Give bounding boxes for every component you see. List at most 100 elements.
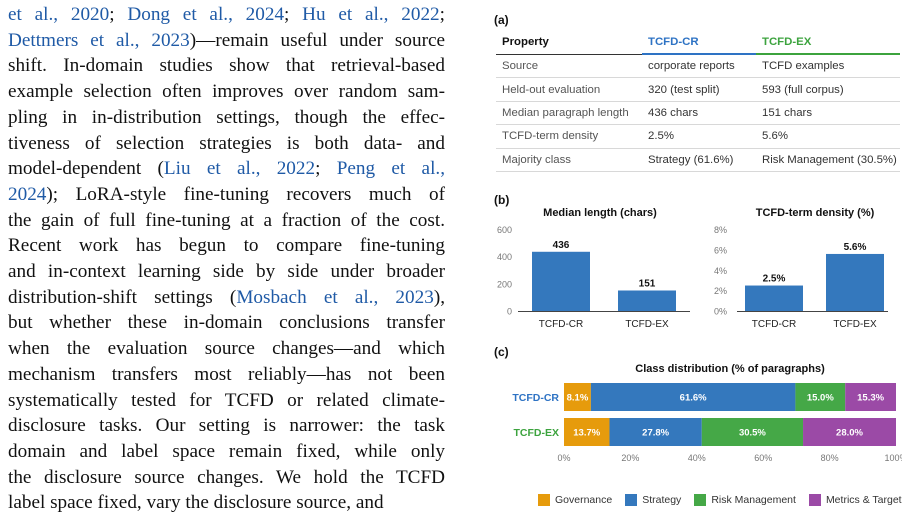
text-line: 2024); LoRA-style fine-tuning recovers m…	[8, 183, 445, 207]
table-cell: 320 (test split)	[642, 77, 756, 102]
class-dist-xtick-label: 20%	[621, 453, 639, 463]
table-header-property: Property	[496, 31, 642, 55]
text-line: domain and label space remain fixed, whi…	[8, 440, 445, 464]
text-run: ); LoRA-style fine-tuning recovers much …	[46, 183, 445, 205]
term-density-bar	[745, 285, 803, 311]
text-line: shift. In-domain studies show that retri…	[8, 54, 445, 78]
text-run: label space fixed, vary the disclosure s…	[8, 492, 384, 514]
median-length-ytick-label: 200	[497, 279, 512, 289]
median-length-category-label: TCFD-CR	[539, 319, 583, 330]
term-density-ytick-label: 8%	[714, 225, 727, 235]
class-dist-row-label: TCFD-EX	[514, 427, 560, 439]
text-line: systematically tested for TCFD or relate…	[8, 389, 445, 413]
panel-a-label: (a)	[494, 13, 509, 27]
class-dist-segment	[609, 418, 702, 446]
text-line: pling in in-distribution settings, thoug…	[8, 106, 445, 130]
panel-b-label: (b)	[494, 193, 510, 207]
class-dist-segment	[845, 383, 896, 411]
table-cell: corporate reports	[642, 54, 756, 79]
legend-label: Strategy	[642, 494, 682, 506]
citation-link[interactable]: Peng et al.,	[336, 158, 445, 180]
table-cell: 151 chars	[756, 101, 900, 126]
class-dist-segment	[803, 418, 896, 446]
citation-link[interactable]: Mosbach et al., 2023	[236, 286, 434, 308]
legend-label: Metrics & Targets	[825, 494, 902, 506]
term-density-ytick-label: 2%	[714, 286, 727, 296]
class-legend: Governance Strategy Risk Management Metrics…	[538, 494, 902, 508]
text-line: et al., 2020; Dong et al., 2024; Hu et a…	[8, 3, 445, 27]
legend-item: Governance	[538, 494, 612, 506]
text-run: when the evaluation source changes—and w…	[8, 338, 445, 360]
citation-link[interactable]: et al., 2020	[8, 4, 110, 25]
citation-link[interactable]: 2024	[8, 183, 47, 205]
class-dist-segment-label: 30.5%	[739, 428, 766, 439]
class-dist-segment-label: 15.3%	[857, 393, 884, 404]
legend-swatch	[694, 494, 707, 506]
table-cell: TCFD examples	[756, 54, 900, 79]
class-dist-xtick-label: 40%	[688, 453, 706, 463]
term-density-title: TCFD-term density (%)	[756, 207, 875, 219]
table-cell: Risk Management (30.5%)	[756, 148, 900, 172]
legend-item: Risk Management	[694, 494, 796, 506]
table-cell: TCFD-term density	[496, 124, 642, 149]
text-run: ;	[315, 158, 337, 180]
legend-item: Strategy	[625, 494, 681, 506]
table-cell: Majority class	[496, 148, 642, 172]
class-dist-xtick-label: 80%	[821, 453, 839, 463]
median-length-bar	[618, 290, 676, 311]
text-run: example selection often improves over ra…	[8, 81, 445, 103]
class-dist-segment-label: 27.8%	[642, 428, 669, 439]
class-dist-xtick-label: 100%	[884, 453, 902, 463]
text-run: ;	[109, 4, 128, 25]
text-run: domain and label space remain fixed, whi…	[8, 440, 445, 462]
text-line: example selection often improves over ra…	[8, 80, 445, 104]
text-run: pling in in-distribution settings, thoug…	[8, 106, 445, 128]
table-row: Source corporate reports TCFD examples	[496, 54, 900, 79]
text-line: disclosure tasks. Our setting is narrowe…	[8, 414, 445, 438]
text-line: mechanism transfers most reliably—has no…	[8, 363, 445, 387]
text-run: and in-context learning side by side und…	[8, 261, 445, 282]
citation-link[interactable]: Dong et al., 2024	[127, 4, 285, 25]
median-length-ytick-label: 400	[497, 252, 512, 262]
text-run: ),	[433, 286, 445, 308]
class-dist-segment-label: 61.6%	[680, 393, 707, 404]
term-density-ytick-label: 0%	[714, 307, 727, 317]
table-row: Median paragraph length 436 chars 151 ch…	[496, 101, 900, 126]
median-length-value-label: 436	[553, 240, 570, 251]
citation-link[interactable]: Hu et al., 2022	[302, 4, 440, 25]
table-cell: Source	[496, 54, 642, 79]
class-dist-title: Class distribution (% of paragraphs)	[635, 363, 825, 375]
text-line: the gain of full fine-tuning at a fracti…	[8, 209, 445, 233]
median-length-title: Median length (chars)	[543, 207, 657, 219]
text-line: Dettmers et al., 2023)—remain useful und…	[8, 29, 445, 53]
text-line: but whether these in-domain conclusions …	[8, 311, 445, 335]
class-dist-xtick-label: 60%	[754, 453, 772, 463]
text-run: systematically tested for TCFD or relate…	[8, 389, 445, 411]
text-run: model-dependent (	[8, 158, 164, 180]
table-row: TCFD-term density 2.5% 5.6%	[496, 124, 900, 149]
text-run: ;	[439, 4, 445, 25]
class-dist-xtick-label: 0%	[557, 453, 570, 463]
class-dist-row-label: TCFD-CR	[512, 392, 559, 404]
legend-label: Risk Management	[711, 494, 796, 506]
legend-swatch	[538, 494, 550, 506]
table-cell: 436 chars	[642, 101, 756, 126]
text-run: disclosure tasks. Our setting is narrowe…	[8, 415, 445, 437]
text-run: )—remain useful under source	[189, 29, 445, 51]
legend-label: Governance	[555, 494, 613, 506]
citation-link[interactable]: Liu et al., 2022	[163, 158, 316, 180]
class-dist-segment	[590, 383, 796, 411]
text-run: tiveness of selection strategies is both…	[8, 132, 445, 154]
term-density-value-label: 2.5%	[763, 274, 786, 285]
text-line: the disclosure source changes. We hold t…	[8, 466, 445, 490]
text-run: mechanism transfers most reliably—has no…	[8, 363, 445, 385]
text-line: distribution-shift settings (Mosbach et …	[8, 286, 445, 310]
citation-link[interactable]: Dettmers et al., 2023	[8, 29, 190, 51]
text-run: Recent work has begun to compare fine-tu…	[8, 235, 445, 257]
text-run: ;	[284, 4, 303, 25]
legend-item: Metrics & Targets	[808, 494, 902, 506]
text-run: the disclosure source changes. We hold t…	[8, 466, 445, 488]
table-cell: 2.5%	[642, 124, 756, 149]
